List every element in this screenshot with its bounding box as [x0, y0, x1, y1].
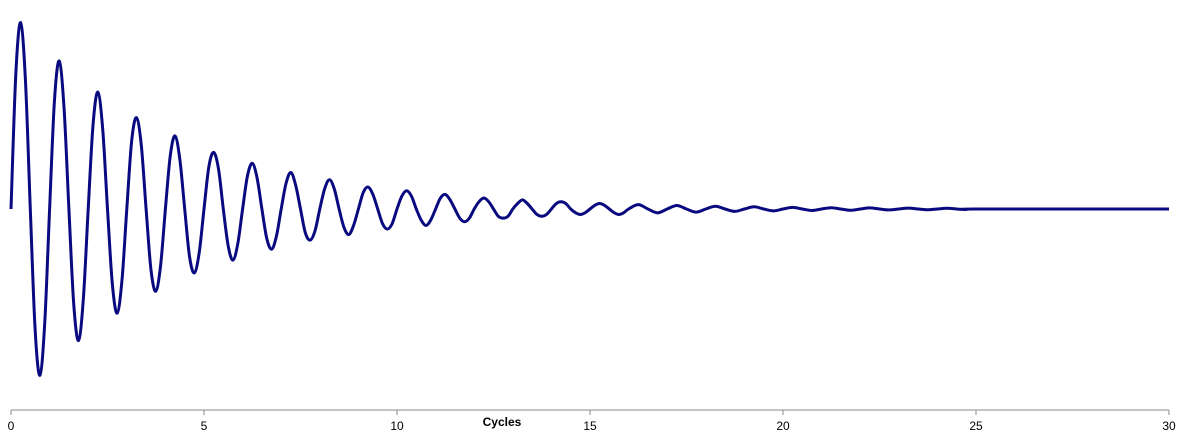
x-tick-label: 0 — [8, 419, 15, 433]
series-line — [9, 21, 1170, 377]
x-tick-label: 30 — [1162, 419, 1176, 433]
x-tick-label: 20 — [776, 419, 790, 433]
x-tick-label: 5 — [201, 419, 208, 433]
x-tick-label: 15 — [583, 419, 597, 433]
x-axis-label: Cycles — [483, 415, 522, 429]
x-tick-label: 25 — [969, 419, 983, 433]
x-tick-label: 10 — [390, 419, 404, 433]
